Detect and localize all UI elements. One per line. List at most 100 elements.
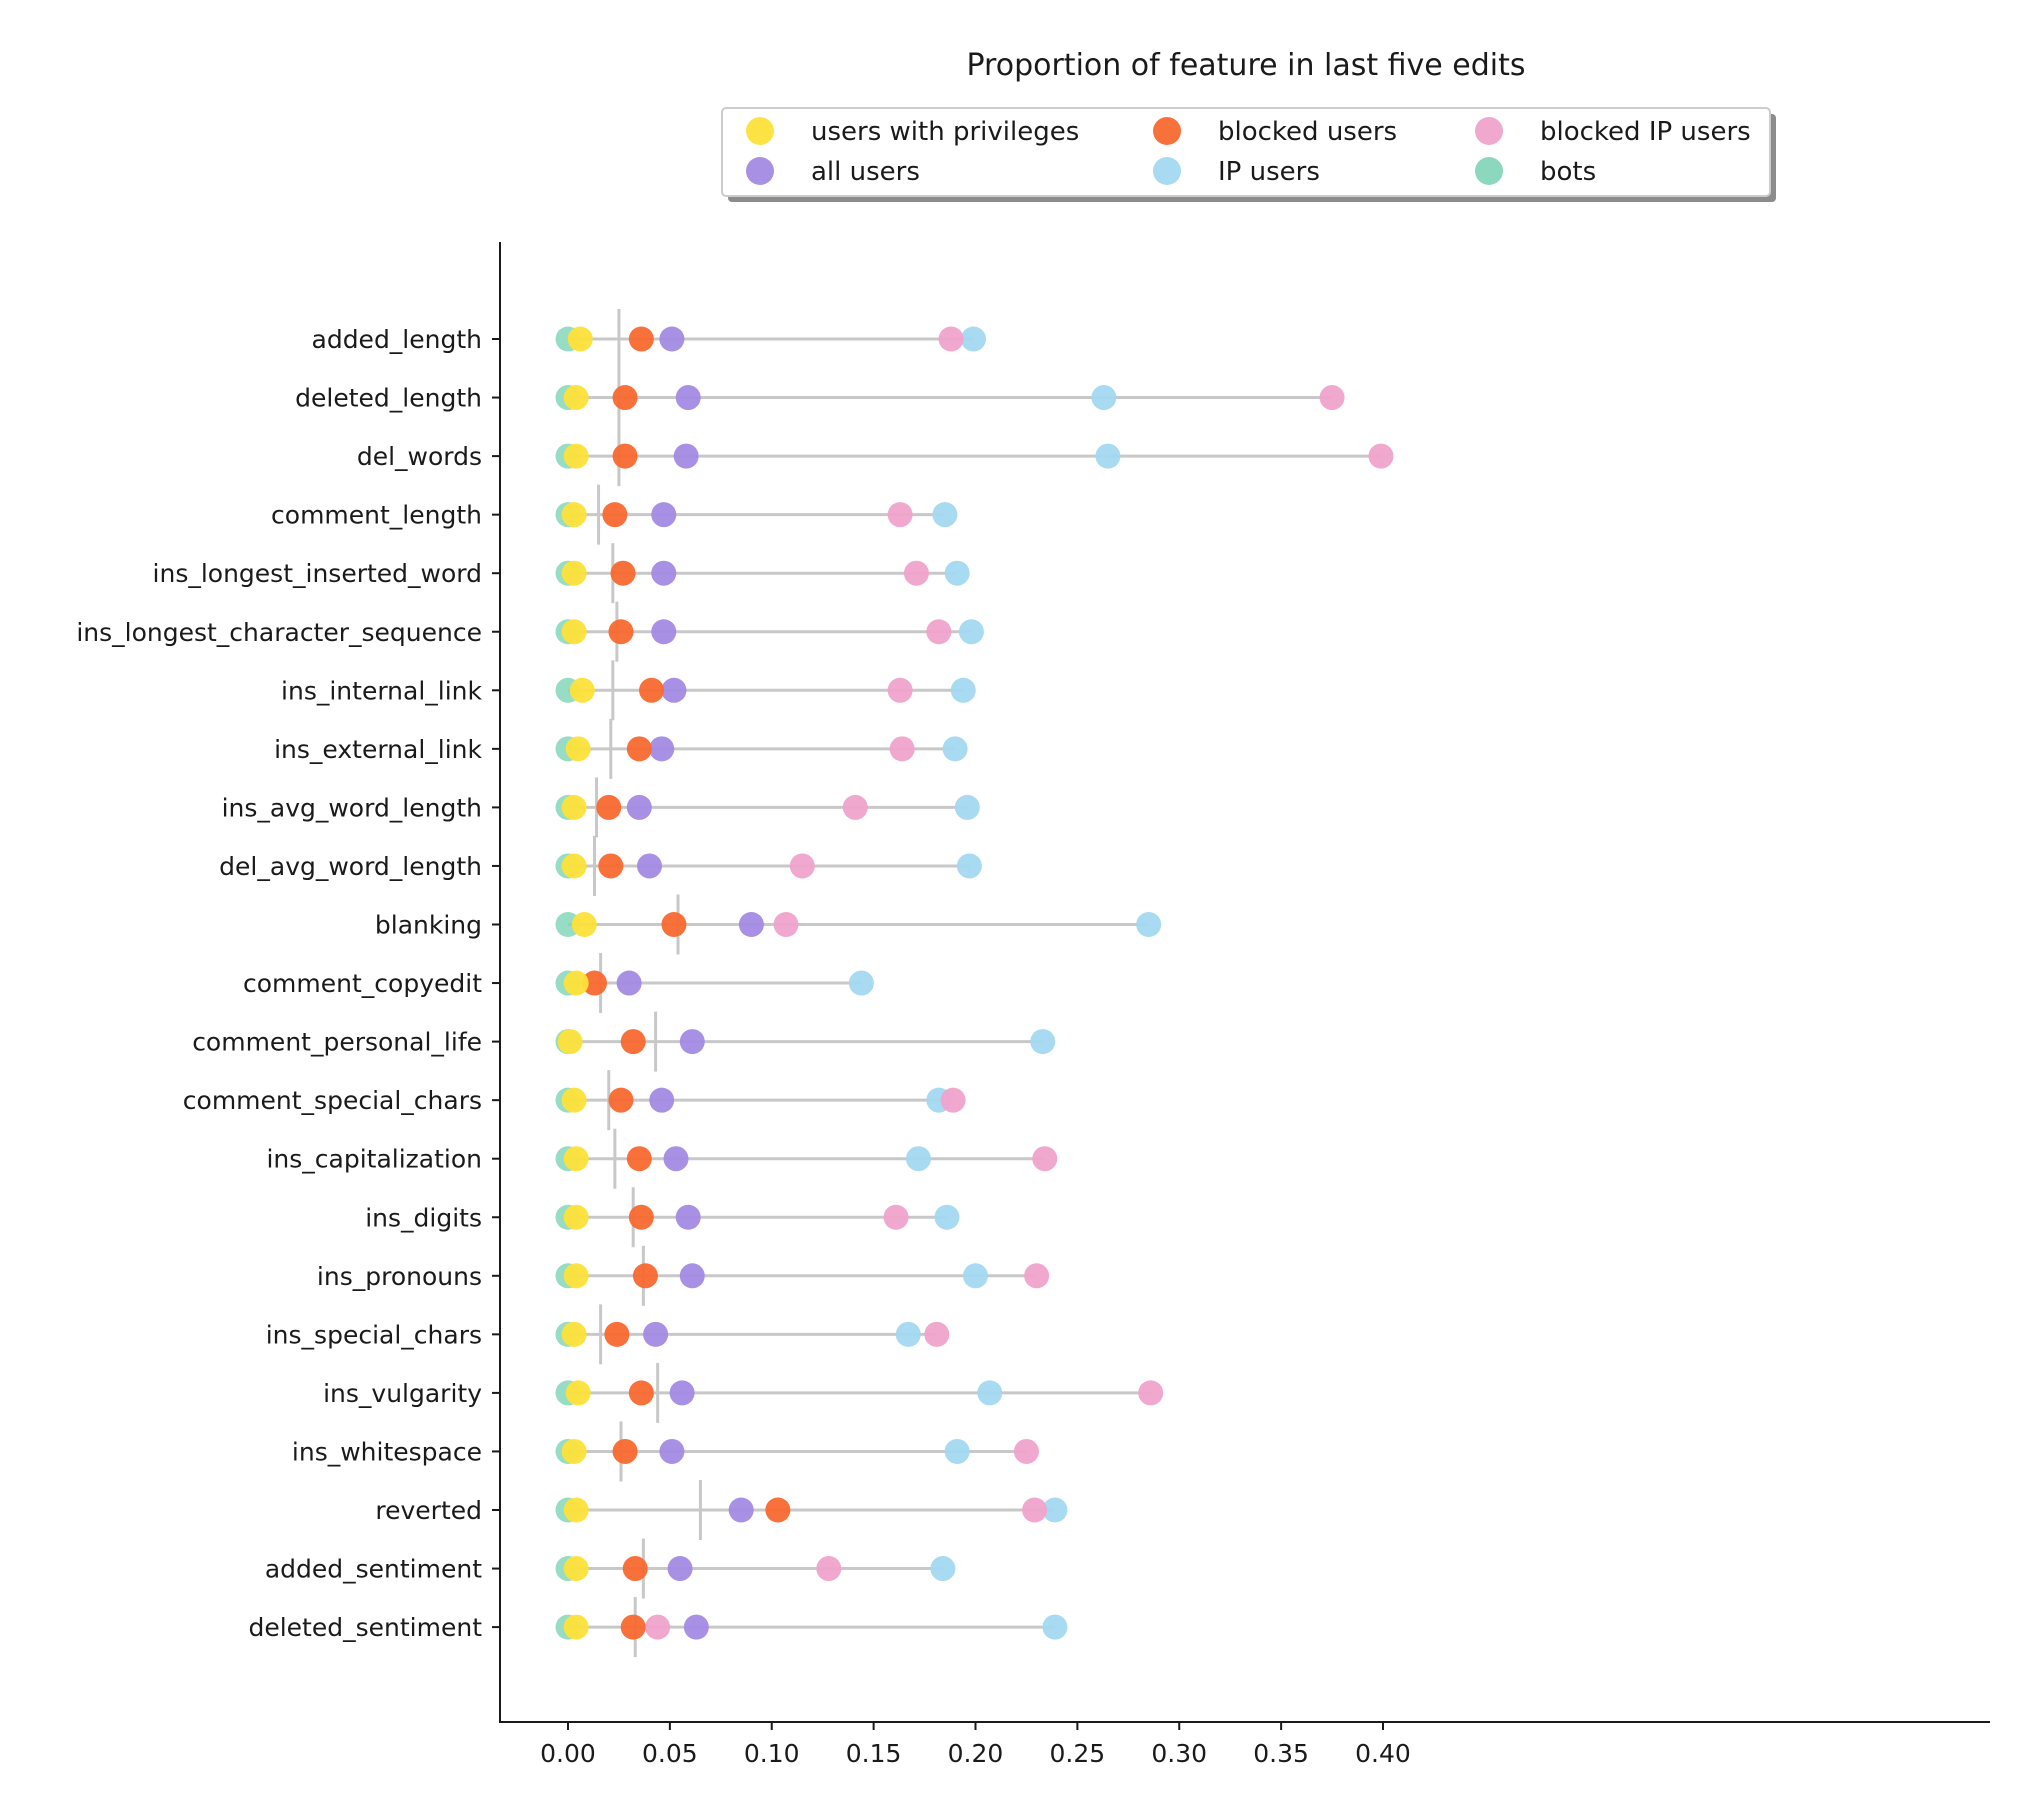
data-point	[659, 326, 685, 352]
data-point	[956, 853, 982, 879]
data-point	[942, 736, 968, 762]
data-point	[1030, 1029, 1056, 1055]
data-point	[679, 1263, 705, 1289]
legend-marker	[746, 117, 774, 145]
data-point	[637, 853, 662, 879]
data-point	[561, 619, 587, 645]
x-tick-label: 0.35	[1253, 1739, 1309, 1768]
y-tick-label: deleted_length	[295, 384, 482, 413]
y-tick-label: comment_length	[271, 501, 482, 530]
data-point	[673, 443, 699, 469]
x-tick-label: 0.20	[948, 1739, 1004, 1768]
data-point	[1138, 1380, 1164, 1406]
data-point	[616, 970, 642, 996]
data-point	[887, 677, 913, 703]
data-point	[1042, 1497, 1068, 1523]
x-tick-label: 0.40	[1355, 1739, 1411, 1768]
y-tick-label: ins_digits	[365, 1203, 482, 1232]
y-tick-label: ins_external_link	[274, 735, 482, 764]
data-point	[738, 912, 764, 937]
legend-marker	[1475, 117, 1503, 145]
data-point	[561, 794, 587, 820]
y-tick-label: ins_whitespace	[292, 1437, 482, 1466]
data-point	[667, 1556, 693, 1582]
data-point	[639, 677, 665, 703]
range-lines	[568, 337, 1381, 1629]
data-point	[581, 970, 607, 996]
y-axis-ticks: added_length deleted_length del_wordscomme…	[76, 325, 500, 1642]
data-point	[675, 385, 701, 411]
data-point	[1136, 912, 1162, 937]
x-tick-label: 0.00	[540, 1739, 596, 1768]
data-point	[903, 560, 929, 586]
data-point	[561, 853, 587, 879]
data-point	[649, 1087, 675, 1113]
x-tick-label: 0.30	[1151, 1739, 1207, 1768]
data-point	[938, 326, 964, 352]
y-tick-label: del_avg_word_length	[219, 852, 482, 881]
legend-marker	[1153, 157, 1181, 185]
y-tick-label: ins_pronouns	[317, 1262, 482, 1291]
data-point	[620, 1614, 646, 1640]
legend-marker	[1475, 157, 1503, 185]
data-point	[610, 560, 636, 586]
data-point	[954, 794, 980, 820]
data-point	[628, 326, 654, 352]
data-point	[651, 560, 677, 586]
data-point	[626, 794, 652, 820]
data-point	[661, 677, 687, 703]
data-point	[563, 385, 589, 411]
data-point	[561, 1087, 587, 1113]
data-point	[563, 1497, 589, 1523]
data-point	[765, 1497, 791, 1523]
data-point	[934, 1204, 960, 1230]
x-tick-label: 0.25	[1050, 1739, 1106, 1768]
data-point	[563, 1146, 589, 1172]
data-point	[604, 1321, 630, 1347]
x-axis-ticks: 0.00 0.05 0.10 0.15 0.20 0.25 0.30 0.35 0.40	[540, 1722, 1411, 1768]
legend-marker	[1153, 117, 1181, 145]
y-tick-label: ins_capitalization	[266, 1145, 482, 1174]
data-point	[1042, 1614, 1068, 1640]
y-tick-label: ins_longest_character_sequence	[76, 618, 482, 647]
data-point	[816, 1556, 842, 1582]
chart-title: Proportion of feature in last five edits	[966, 48, 1525, 83]
data-point	[643, 1321, 669, 1347]
y-tick-label: reverted	[375, 1496, 482, 1525]
data-point	[563, 1556, 589, 1582]
data-point	[1319, 385, 1345, 411]
x-tick-label: 0.15	[846, 1739, 902, 1768]
y-tick-label: blanking	[375, 911, 482, 940]
data-point	[563, 970, 589, 996]
data-point	[679, 1029, 705, 1055]
data-point	[622, 1556, 648, 1582]
data-point	[659, 1438, 685, 1464]
data-point	[930, 1556, 956, 1582]
data-point	[669, 1380, 695, 1406]
y-tick-label: comment_special_chars	[183, 1086, 482, 1115]
data-point	[663, 1146, 689, 1172]
data-point	[905, 1146, 931, 1172]
y-tick-label: deleted_sentiment	[248, 1613, 482, 1642]
data-point	[626, 1146, 652, 1172]
data-point	[563, 1614, 589, 1640]
data-point	[565, 736, 591, 762]
data-point	[958, 619, 984, 645]
data-point	[1024, 1263, 1050, 1289]
y-tick-label: comment_personal_life	[192, 1028, 482, 1057]
data-point	[683, 1614, 709, 1640]
data-point	[1013, 1438, 1039, 1464]
data-point	[561, 560, 587, 586]
data-point	[612, 1438, 638, 1464]
data-point	[728, 1497, 754, 1523]
y-tick-label: ins_avg_word_length	[222, 793, 482, 822]
legend-label: bots	[1540, 157, 1596, 187]
legend-box	[721, 107, 1771, 197]
data-point	[926, 619, 952, 645]
legend-label: IP users	[1218, 157, 1320, 187]
data-point	[889, 736, 915, 762]
y-tick-label: comment_copyedit	[243, 969, 482, 998]
legend-label: users with privileges	[811, 117, 1079, 147]
data-point	[1091, 385, 1117, 411]
data-point	[571, 912, 597, 937]
